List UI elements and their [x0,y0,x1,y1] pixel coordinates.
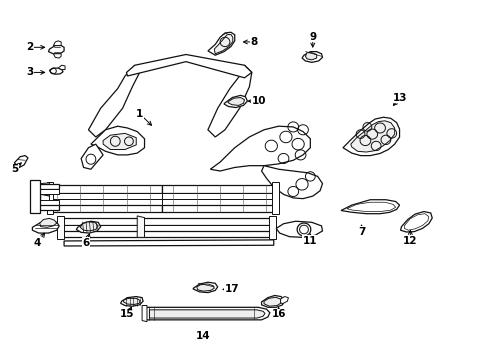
Text: 16: 16 [271,310,285,319]
Polygon shape [91,126,144,155]
Polygon shape [210,126,310,171]
Text: 12: 12 [402,236,417,246]
Polygon shape [59,225,273,231]
Polygon shape [59,218,273,225]
Text: 13: 13 [392,93,407,103]
Polygon shape [49,193,161,199]
Polygon shape [227,98,244,105]
Polygon shape [126,54,251,78]
Polygon shape [340,200,399,214]
Polygon shape [161,199,273,205]
Polygon shape [57,216,64,239]
Polygon shape [76,221,101,233]
Text: 3: 3 [26,67,34,77]
Polygon shape [268,216,276,239]
Polygon shape [161,193,273,199]
Text: 10: 10 [251,96,266,106]
Polygon shape [81,144,103,169]
Polygon shape [400,212,431,232]
Polygon shape [59,231,273,237]
Polygon shape [224,95,247,108]
Text: 8: 8 [250,37,257,47]
Polygon shape [193,282,217,293]
Polygon shape [161,185,273,193]
Polygon shape [37,184,59,189]
Polygon shape [32,221,59,233]
Polygon shape [37,200,59,205]
Polygon shape [47,182,53,214]
Text: 6: 6 [82,238,89,248]
Polygon shape [49,205,161,212]
Polygon shape [161,205,273,212]
Text: 11: 11 [303,236,317,246]
Polygon shape [49,68,63,74]
Polygon shape [41,194,49,210]
Polygon shape [142,306,147,321]
Polygon shape [207,32,234,55]
Polygon shape [261,166,322,199]
Polygon shape [214,35,232,54]
Polygon shape [80,222,98,231]
Polygon shape [149,310,264,318]
Polygon shape [302,51,322,62]
Polygon shape [37,189,59,194]
Polygon shape [305,53,316,60]
Text: 17: 17 [224,284,239,294]
Text: 7: 7 [357,227,365,237]
Polygon shape [121,297,143,306]
Polygon shape [53,54,61,58]
Polygon shape [137,216,144,237]
Polygon shape [48,45,64,54]
Polygon shape [276,221,322,237]
Polygon shape [264,297,281,306]
Polygon shape [53,41,61,45]
Polygon shape [30,180,40,213]
Polygon shape [103,134,136,149]
Text: 9: 9 [308,32,316,41]
Polygon shape [261,296,284,307]
Polygon shape [144,307,269,320]
Polygon shape [37,205,59,211]
Polygon shape [123,298,140,305]
Polygon shape [196,284,214,291]
Polygon shape [280,297,288,304]
Text: 2: 2 [26,42,34,52]
Polygon shape [49,185,161,193]
Polygon shape [40,219,57,227]
Polygon shape [350,121,394,152]
Polygon shape [342,117,399,156]
Polygon shape [64,240,273,246]
Polygon shape [58,65,65,69]
Polygon shape [14,156,28,167]
Text: 1: 1 [136,109,143,119]
Polygon shape [272,182,278,214]
Polygon shape [88,65,140,137]
Polygon shape [49,199,161,205]
Text: 15: 15 [120,310,135,319]
Text: 14: 14 [195,331,210,341]
Polygon shape [41,183,49,196]
Text: 4: 4 [34,238,41,248]
Text: 5: 5 [11,164,18,174]
Polygon shape [207,65,251,137]
